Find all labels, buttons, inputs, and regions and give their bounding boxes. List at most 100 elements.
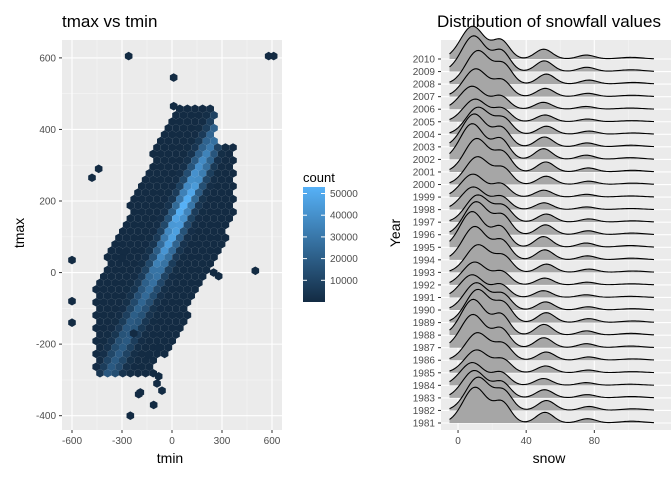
- hexbin-cell: [157, 136, 165, 146]
- ridge-line-2010: [449, 25, 654, 60]
- hexbin-cell: [221, 207, 230, 217]
- ridgeline-y-tick-label: 2001: [413, 167, 436, 178]
- hexbin-cell: [134, 317, 142, 326]
- hexbin-cell: [111, 356, 119, 365]
- hexbin-cell: [130, 336, 138, 346]
- ridgeline-y-tick-label: 1990: [413, 306, 436, 317]
- hexbin-cell: [145, 272, 154, 281]
- hexbin-cell: [122, 233, 131, 243]
- legend-tick-label: 30000: [330, 232, 358, 243]
- hexbin-cell: [187, 201, 195, 210]
- hexbin-cell: [179, 175, 188, 185]
- hexbin-cell: [172, 265, 180, 275]
- ridge-area-1985: [449, 349, 654, 373]
- hexbin-cell: [126, 201, 135, 210]
- hexbin-cell: [198, 194, 207, 204]
- hexbin-cell: [225, 162, 233, 172]
- hexbin-cell: [138, 246, 146, 255]
- hexbin-cell: [172, 239, 180, 249]
- hexbin-cell: [103, 317, 112, 326]
- hexbin-cell: [206, 169, 214, 178]
- hexbin-cell: [195, 175, 203, 185]
- hexbin-cell: [115, 233, 123, 243]
- hexbin-cell: [126, 227, 135, 236]
- hexbin-cell: [154, 372, 163, 381]
- hexbin-cell: [111, 239, 119, 249]
- hexbin-cell: [122, 349, 131, 359]
- hexbin-cell: [134, 291, 142, 301]
- hexbin-cell: [160, 323, 169, 333]
- hexbin-cell: [217, 188, 226, 197]
- hexbin-cell: [111, 330, 119, 339]
- hexbin-cell: [187, 175, 195, 185]
- hexbin-cell: [176, 323, 184, 333]
- hexbin-cell: [92, 323, 100, 333]
- hexbin-cell: [187, 214, 195, 223]
- hexbin-cell: [202, 162, 211, 172]
- hexbin-cell: [176, 272, 184, 281]
- ridge-line-1988: [449, 298, 654, 336]
- ridge-line-1998: [449, 186, 654, 210]
- hexbin-cell: [172, 149, 180, 159]
- hexbin-cell: [176, 246, 184, 255]
- hexbin-cell: [160, 143, 169, 152]
- hexbin-cell: [145, 285, 154, 294]
- hexbin-cell: [130, 362, 138, 372]
- hexbin-cell: [210, 214, 218, 223]
- hexbin-cell: [138, 220, 146, 230]
- hexbin-cell: [191, 156, 199, 165]
- hexbin-cell: [179, 201, 188, 210]
- hexbin-cell: [119, 330, 127, 339]
- hexbin-cell: [179, 304, 188, 314]
- hexbin-cell: [210, 201, 218, 210]
- hexbin-cell: [191, 169, 199, 178]
- hexbin-cell: [195, 227, 203, 236]
- hexbin-cell: [160, 233, 169, 243]
- ridgeline-y-tick-label: 1987: [413, 343, 436, 354]
- ridgeline-y-tick-label: 1994: [413, 255, 436, 266]
- hexbin-cell: [153, 156, 161, 165]
- hexbin-cell: [221, 143, 230, 152]
- ridgeline-densities: [449, 25, 654, 424]
- hexbin-cell: [103, 330, 112, 339]
- hexbin-cell: [145, 194, 154, 204]
- hexbin-cell: [157, 252, 165, 262]
- hexbin-cell: [119, 291, 127, 301]
- hexbin-cell: [187, 110, 195, 120]
- hexbin-cell: [160, 259, 169, 268]
- ridge-line-2008: [449, 49, 654, 85]
- hexbin-cell: [183, 156, 192, 165]
- hexbin-cell: [136, 388, 145, 397]
- hexbin-cell: [119, 356, 127, 365]
- hexbin-cell: [198, 207, 207, 217]
- hexbin-cell: [225, 214, 233, 223]
- hexbin-cell: [210, 239, 218, 249]
- hexbin-cell: [176, 285, 184, 294]
- hexbin-cell: [183, 259, 192, 268]
- hexbin-cell: [179, 110, 188, 120]
- hexbin-cell: [169, 101, 178, 111]
- hexbin-cell: [217, 239, 226, 249]
- hexbin-cell: [138, 207, 146, 217]
- hexbin-cell: [145, 207, 154, 217]
- hexbin-cell: [172, 317, 180, 326]
- hexbin-cell: [119, 278, 127, 288]
- hexbin-cell: [122, 298, 131, 307]
- ridgeline-y-tick-label: 1981: [413, 419, 436, 430]
- hexbin-cell: [202, 123, 211, 133]
- hexbin-cell: [122, 336, 131, 346]
- ridge-line-1981: [449, 386, 654, 424]
- hexbin-cell: [100, 298, 108, 307]
- hexbin-cell: [134, 356, 142, 365]
- hexbin-cell: [103, 356, 112, 365]
- hexbin-cell: [157, 304, 165, 314]
- hexbin-cell: [179, 188, 188, 197]
- hexbin-cell: [138, 310, 146, 320]
- hexbin-cell: [153, 298, 161, 307]
- hexbin-cell: [195, 188, 203, 197]
- hexbin-cell: [130, 310, 138, 320]
- hexbin-cell: [111, 317, 119, 326]
- hexbin-cell: [214, 207, 222, 217]
- hexbin-cell: [191, 246, 199, 255]
